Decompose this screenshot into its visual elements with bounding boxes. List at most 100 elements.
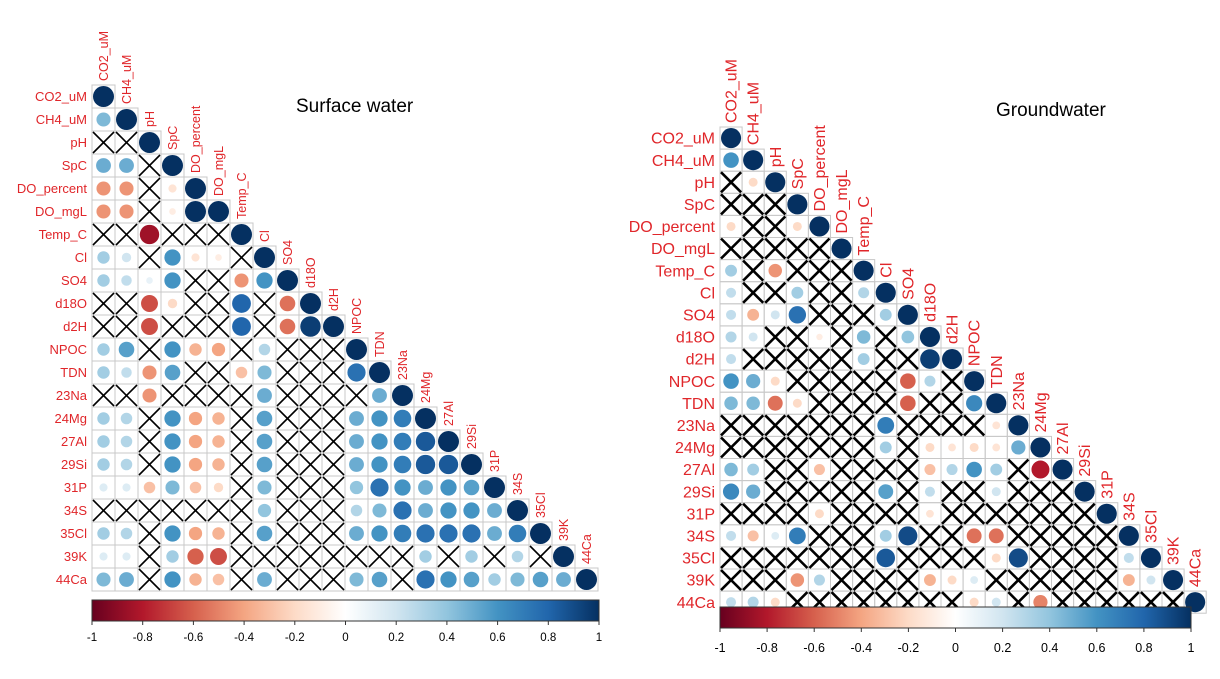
correlation-circle bbox=[787, 194, 808, 215]
correlation-circle bbox=[392, 385, 413, 406]
row-label: DO_percent bbox=[629, 219, 716, 236]
colorbar-tick-label: 1 bbox=[596, 632, 602, 644]
correlation-circle bbox=[788, 527, 806, 545]
column-label: pH bbox=[768, 147, 785, 167]
nonsignificant-cross bbox=[786, 480, 809, 503]
correlation-circle bbox=[926, 509, 934, 518]
correlation-circle bbox=[99, 483, 108, 492]
correlation-circle bbox=[876, 548, 896, 568]
correlation-circle bbox=[346, 339, 367, 360]
panel-title-groundwater: Groundwater bbox=[996, 100, 1107, 121]
correlation-circle bbox=[418, 503, 433, 518]
nonsignificant-cross bbox=[322, 499, 345, 522]
nonsignificant-cross bbox=[830, 458, 853, 481]
row-label: d18O bbox=[55, 296, 87, 311]
column-label: 34S bbox=[1121, 492, 1138, 520]
nonsignificant-cross bbox=[1073, 546, 1096, 569]
nonsignificant-cross bbox=[115, 223, 138, 246]
nonsignificant-cross bbox=[720, 171, 743, 194]
correlation-circle bbox=[300, 293, 321, 314]
correlation-circle bbox=[168, 184, 177, 193]
nonsignificant-cross bbox=[852, 502, 875, 525]
correlation-circle bbox=[488, 573, 501, 586]
correlation-circle bbox=[439, 524, 458, 543]
correlation-circle bbox=[1033, 595, 1048, 610]
correlation-circle bbox=[349, 572, 364, 587]
nonsignificant-cross bbox=[138, 200, 161, 223]
correlogram-surface-water: CO2_uM CH4_uM pH SpC DO_percent DO_mgL Temp_C C… bbox=[17, 31, 602, 644]
nonsignificant-cross bbox=[184, 292, 207, 315]
correlation-circle bbox=[188, 411, 203, 426]
nonsignificant-cross bbox=[483, 545, 506, 568]
correlation-circle bbox=[900, 373, 916, 389]
row-label: 24Mg bbox=[54, 411, 87, 426]
correlation-circle bbox=[165, 480, 180, 495]
nonsignificant-cross bbox=[161, 223, 184, 246]
nonsignificant-cross bbox=[253, 545, 276, 568]
colorbar-tick-label: -0.8 bbox=[133, 632, 153, 644]
nonsignificant-cross bbox=[720, 502, 743, 525]
nonsignificant-cross bbox=[299, 568, 322, 591]
nonsignificant-cross bbox=[852, 303, 875, 326]
row-label: 23Na bbox=[677, 418, 715, 435]
correlation-circle bbox=[97, 458, 110, 471]
row-label: NPOC bbox=[49, 342, 87, 357]
correlation-circle bbox=[791, 286, 804, 299]
nonsignificant-cross bbox=[742, 414, 765, 437]
nonsignificant-cross bbox=[299, 453, 322, 476]
correlation-circle bbox=[946, 464, 958, 476]
column-label: 31P bbox=[1099, 470, 1116, 498]
nonsignificant-cross bbox=[896, 502, 919, 525]
correlation-circle bbox=[875, 282, 896, 303]
nonsignificant-cross bbox=[276, 430, 299, 453]
correlation-circle bbox=[747, 530, 759, 542]
column-label: d18O bbox=[304, 257, 318, 288]
correlation-circle bbox=[212, 527, 225, 540]
nonsignificant-cross bbox=[764, 436, 787, 459]
row-label: 44Ca bbox=[56, 572, 88, 587]
nonsignificant-cross bbox=[230, 338, 253, 361]
nonsignificant-cross bbox=[253, 315, 276, 338]
correlation-circle bbox=[767, 395, 783, 411]
nonsignificant-cross bbox=[918, 414, 941, 437]
nonsignificant-cross bbox=[896, 414, 919, 437]
correlation-circle bbox=[96, 572, 111, 587]
nonsignificant-cross bbox=[138, 453, 161, 476]
nonsignificant-cross bbox=[276, 384, 299, 407]
correlation-circle bbox=[463, 571, 480, 588]
nonsignificant-cross bbox=[1029, 546, 1052, 569]
nonsignificant-cross bbox=[830, 436, 853, 459]
correlation-circle bbox=[187, 548, 204, 565]
nonsignificant-cross bbox=[941, 414, 964, 437]
correlation-circle bbox=[164, 456, 181, 473]
correlation-circle bbox=[257, 503, 272, 518]
nonsignificant-cross bbox=[92, 499, 115, 522]
nonsignificant-cross bbox=[830, 392, 853, 415]
correlation-circle bbox=[465, 550, 478, 563]
nonsignificant-cross bbox=[276, 545, 299, 568]
column-label: DO_percent bbox=[189, 105, 203, 173]
row-label: 31P bbox=[687, 506, 715, 523]
correlation-circle bbox=[726, 597, 737, 608]
nonsignificant-cross bbox=[830, 281, 853, 304]
nonsignificant-cross bbox=[276, 568, 299, 591]
nonsignificant-cross bbox=[852, 569, 875, 592]
nonsignificant-cross bbox=[161, 315, 184, 338]
nonsignificant-cross bbox=[808, 414, 831, 437]
nonsignificant-cross bbox=[896, 458, 919, 481]
nonsignificant-cross bbox=[764, 569, 787, 592]
correlation-circle bbox=[440, 571, 457, 588]
row-label: pH bbox=[695, 175, 715, 192]
column-label: SpC bbox=[790, 158, 807, 189]
correlation-circle bbox=[393, 501, 412, 520]
nonsignificant-cross bbox=[1051, 502, 1074, 525]
correlation-circle bbox=[576, 569, 597, 590]
column-label: 23Na bbox=[396, 350, 410, 380]
correlation-circle bbox=[813, 574, 825, 586]
correlation-circle bbox=[370, 478, 389, 497]
column-label: 34S bbox=[511, 473, 525, 495]
nonsignificant-cross bbox=[1095, 524, 1118, 547]
nonsignificant-cross bbox=[918, 546, 941, 569]
correlogram-groundwater: CO2_uM CH4_uM pH SpC DO_percent DO_mgL Temp_C C… bbox=[629, 59, 1207, 655]
correlation-circle bbox=[1123, 552, 1134, 563]
